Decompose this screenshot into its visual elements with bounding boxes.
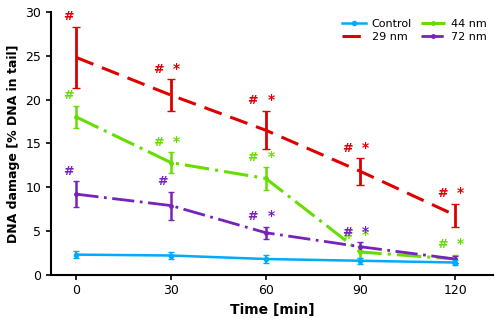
Text: #: # xyxy=(437,187,448,200)
Text: #: # xyxy=(152,63,163,76)
Text: *: * xyxy=(268,209,274,223)
Text: #: # xyxy=(62,89,73,102)
Text: #: # xyxy=(248,151,258,164)
Text: *: * xyxy=(362,141,369,155)
Text: #: # xyxy=(62,165,73,178)
Text: #: # xyxy=(248,94,258,108)
Text: #: # xyxy=(158,175,168,188)
Text: *: * xyxy=(362,225,369,239)
Text: *: * xyxy=(268,93,274,108)
Text: *: * xyxy=(172,62,180,76)
Legend: Control, 29 nm, 44 nm, 72 nm: Control, 29 nm, 44 nm, 72 nm xyxy=(337,14,491,46)
Text: *: * xyxy=(268,149,274,164)
Text: #: # xyxy=(152,136,163,149)
Y-axis label: DNA damage [% DNA in tail]: DNA damage [% DNA in tail] xyxy=(7,44,20,243)
Text: #: # xyxy=(62,10,73,23)
Text: *: * xyxy=(172,134,180,149)
Text: #: # xyxy=(437,238,448,251)
Text: #: # xyxy=(248,210,258,223)
Text: *: * xyxy=(457,186,464,200)
Text: #: # xyxy=(342,226,352,239)
Text: *: * xyxy=(457,237,464,251)
X-axis label: Time [min]: Time [min] xyxy=(230,303,314,317)
Text: #: # xyxy=(342,229,352,242)
Text: *: * xyxy=(362,228,369,242)
Text: #: # xyxy=(342,142,352,155)
